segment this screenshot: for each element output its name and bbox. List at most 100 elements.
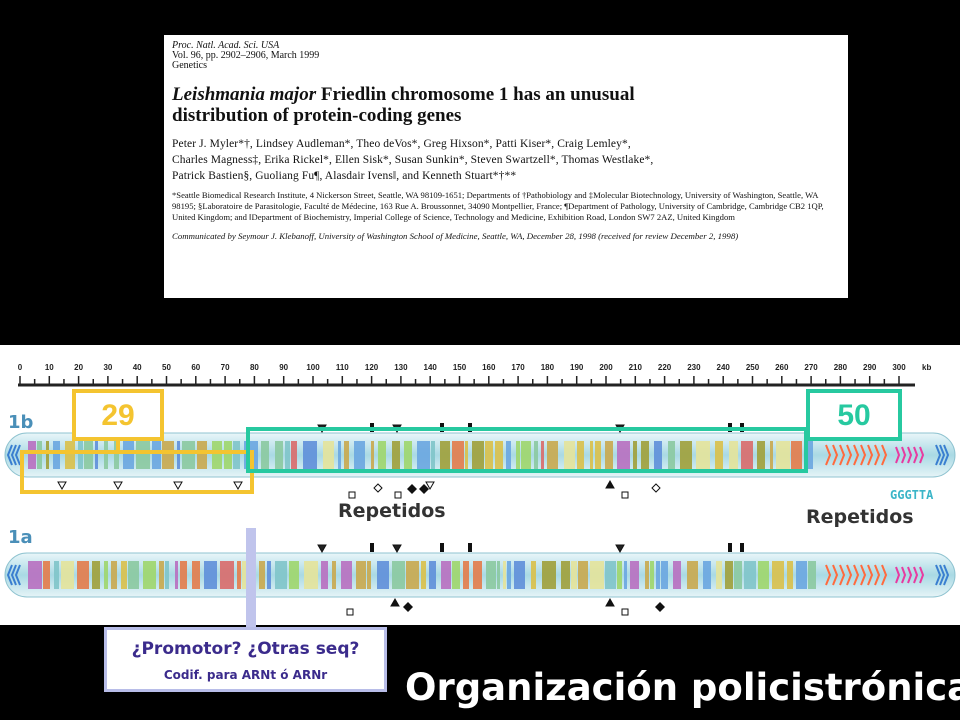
gene-band xyxy=(633,441,637,469)
orange-repeat-arrow xyxy=(874,444,881,466)
gene-band xyxy=(791,441,802,469)
orange-repeat-arrow xyxy=(825,564,832,586)
scale-tick-label: 280 xyxy=(834,363,848,372)
gene-band xyxy=(516,441,520,469)
gene-band xyxy=(43,561,50,589)
gene-band xyxy=(656,561,660,589)
gene-band xyxy=(547,441,558,469)
scale-tick-label: 80 xyxy=(250,363,259,372)
scale-tick-label: 10 xyxy=(45,363,54,372)
left-gene-cluster-count: 29 xyxy=(72,389,164,441)
scale-tick-label: 0 xyxy=(18,363,23,372)
gene-band xyxy=(104,441,108,469)
gene-band xyxy=(338,441,341,469)
gene-band xyxy=(197,441,207,469)
scale-tick-label: 190 xyxy=(570,363,584,372)
gene-band xyxy=(531,561,536,589)
gene-band xyxy=(111,561,117,589)
gene-band xyxy=(577,441,584,469)
scale-tick-label: 70 xyxy=(221,363,230,372)
gene-band xyxy=(78,441,83,469)
orange-repeat-arrow xyxy=(867,564,874,586)
gene-band xyxy=(53,441,60,469)
journal-name: Proc. Natl. Acad. Sci. USA xyxy=(172,40,280,51)
gene-band xyxy=(406,561,419,589)
gene-band xyxy=(28,441,36,469)
promoter-question: ¿Promotor? ¿Otras seq? xyxy=(131,639,360,659)
marker-square-open xyxy=(394,491,402,499)
gene-band xyxy=(617,561,622,589)
gene-band xyxy=(159,561,164,589)
marker-bar xyxy=(740,543,744,552)
gene-band xyxy=(617,441,630,469)
paper-affiliations: *Seattle Biomedical Research Institute, … xyxy=(172,190,824,222)
gene-band xyxy=(95,441,98,469)
paper-title-rest: Friedlin chromosome 1 has an unusual xyxy=(316,84,635,105)
pink-repeat-arrow xyxy=(913,566,919,584)
marker-bar xyxy=(728,543,732,552)
gene-band xyxy=(104,561,108,589)
gene-band xyxy=(757,441,765,469)
gene-band xyxy=(323,441,334,469)
gene-band xyxy=(590,441,593,469)
paper-authors: Peter J. Myler*†, Lindsey Audleman*, The… xyxy=(172,136,840,184)
telomere-arrow xyxy=(943,564,950,586)
paper-title: Leishmania major Friedlin chromosome 1 h… xyxy=(172,84,840,126)
gene-band xyxy=(787,561,793,589)
gene-band xyxy=(776,441,790,469)
pink-repeat-arrow xyxy=(919,566,925,584)
marker-square-open xyxy=(348,491,356,499)
telomere-arrow xyxy=(10,564,17,586)
gene-band xyxy=(212,441,222,469)
gene-band xyxy=(121,561,127,589)
gene-band xyxy=(417,441,430,469)
gene-band xyxy=(497,561,500,589)
gene-band xyxy=(804,441,813,469)
gene-band xyxy=(503,561,506,589)
marker-triangle xyxy=(605,479,615,489)
gene-band xyxy=(289,561,299,589)
marker-triangle xyxy=(317,544,327,554)
marker-triangle-open xyxy=(113,481,123,491)
gene-band xyxy=(605,561,616,589)
marker-square-open xyxy=(621,491,629,499)
marker-triangle-open xyxy=(57,481,67,491)
gene-band xyxy=(561,561,570,589)
marker-triangle-open xyxy=(173,481,183,491)
promoter-connector xyxy=(246,528,256,628)
paper-title-line2: distribution of protein-coding genes xyxy=(172,105,462,126)
gene-band xyxy=(696,441,710,469)
telomere-arrow xyxy=(14,564,21,586)
orange-repeat-arrow xyxy=(881,444,888,466)
gene-band xyxy=(506,441,511,469)
gene-band xyxy=(371,441,374,469)
scale-tick-label: 140 xyxy=(424,363,438,372)
gene-band xyxy=(378,441,386,469)
chromosome-label: 1a xyxy=(8,527,33,548)
pink-repeat-arrow xyxy=(907,446,913,464)
gene-band xyxy=(237,561,241,589)
gene-band xyxy=(521,441,531,469)
gene-band xyxy=(734,561,742,589)
gene-band xyxy=(641,441,649,469)
scale-tick-label: 170 xyxy=(511,363,525,372)
scale-tick-label: 300 xyxy=(892,363,906,372)
gene-band xyxy=(486,561,496,589)
telomere-arrow xyxy=(935,564,942,586)
gene-band xyxy=(770,441,773,469)
pink-repeat-arrow xyxy=(901,446,907,464)
telomere-arrow xyxy=(6,564,13,586)
gene-band xyxy=(303,441,317,469)
orange-repeat-arrow xyxy=(860,444,867,466)
gene-band xyxy=(680,441,692,469)
gene-band xyxy=(668,441,675,469)
gene-band xyxy=(275,441,283,469)
chromosome-map: 0 10 20 30 40 50 60 70 80 90 100 110 120 130 140 150 160… xyxy=(4,363,956,616)
orange-repeat-arrow xyxy=(881,564,888,586)
orange-repeat-arrow xyxy=(874,564,881,586)
telomere-arrow xyxy=(10,444,17,466)
scale-tick-label: 230 xyxy=(687,363,701,372)
gene-band xyxy=(571,561,577,589)
scale-tick-label: 40 xyxy=(133,363,142,372)
gene-band xyxy=(808,561,816,589)
